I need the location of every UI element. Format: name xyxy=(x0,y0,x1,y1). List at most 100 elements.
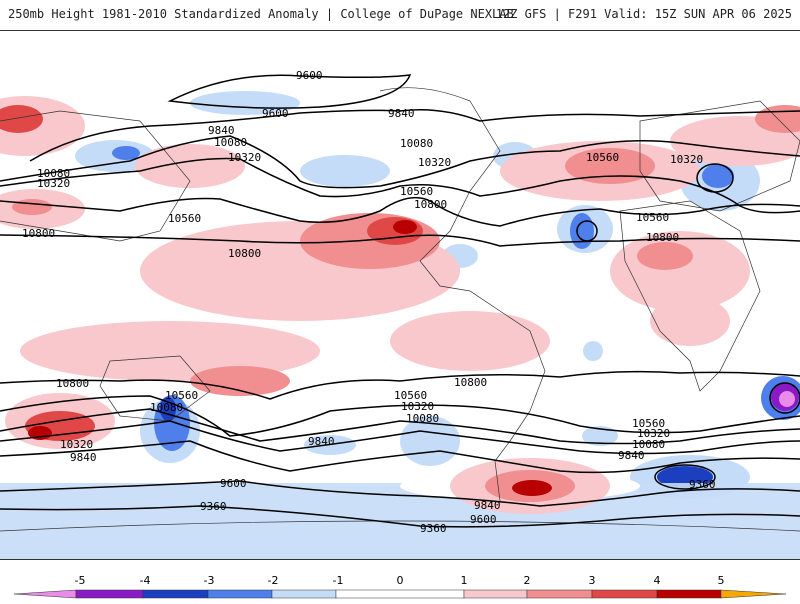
anomaly-map: 9600 9600 9840 9840 10080 10080 10080 10… xyxy=(0,30,800,560)
contour-label: 9840 xyxy=(70,451,97,464)
contour-10080-north xyxy=(0,135,800,189)
header: 250mb Height 1981-2010 Standardized Anom… xyxy=(0,0,800,28)
contour-closed-low xyxy=(769,382,800,414)
anomaly-area xyxy=(112,146,140,160)
colorbar-tick: 4 xyxy=(654,574,661,587)
contour-10320-north xyxy=(0,157,800,214)
positive-anomalies xyxy=(0,96,800,514)
map-svg: 9600 9600 9840 9840 10080 10080 10080 10… xyxy=(0,31,800,559)
contour-closed-low xyxy=(576,220,598,242)
contour-label: 9600 xyxy=(470,513,497,526)
colorbar-segment xyxy=(271,589,337,599)
anomaly-area xyxy=(512,480,552,496)
americas-coastline xyxy=(379,87,546,502)
contour-label: 10800 xyxy=(228,247,261,260)
anomaly-area xyxy=(0,105,43,133)
contour-label: 10320 xyxy=(60,438,93,451)
eurasia-coastline xyxy=(639,100,800,212)
contour-9840-south xyxy=(0,440,800,474)
contour-label: 10800 xyxy=(646,231,679,244)
contour-label: 9360 xyxy=(200,500,227,513)
contour-labels: 9600 9600 9840 9840 10080 10080 10080 10… xyxy=(22,69,716,535)
contour-label: 9840 xyxy=(474,499,501,512)
africa-coastline xyxy=(619,200,761,392)
colorbar-tick: 5 xyxy=(718,574,725,587)
anomaly-area xyxy=(582,426,618,446)
contour-label: 10080 xyxy=(150,401,183,414)
anomaly-area xyxy=(300,213,440,269)
colorbar-segment xyxy=(591,589,658,599)
colorbar-segment xyxy=(526,589,593,599)
contour-9600-south xyxy=(0,480,800,507)
contour-9360-low xyxy=(654,464,716,490)
contour-label: 10320 xyxy=(637,427,670,440)
contour-label: 10560 xyxy=(168,212,201,225)
contour-label: 10320 xyxy=(37,177,70,190)
contour-label: 9840 xyxy=(208,124,235,137)
anomaly-area xyxy=(779,391,795,407)
contour-label: 10320 xyxy=(401,400,434,413)
contour-label: 9840 xyxy=(618,449,645,462)
contour-10320-south xyxy=(0,408,800,445)
colorbar-tick: -3 xyxy=(204,574,215,587)
colorbar-segment xyxy=(13,589,77,599)
contour-label: 10320 xyxy=(670,153,703,166)
contour-label: 10800 xyxy=(22,227,55,240)
contour-10080-south xyxy=(0,420,800,455)
colorbar-tick: 2 xyxy=(524,574,531,587)
contour-label: 10560 xyxy=(394,389,427,402)
colorbar: -5 -4 -3 -2 -1 0 1 2 3 4 5 xyxy=(0,570,800,600)
contour-label: 10080 xyxy=(400,137,433,150)
contour-9840-north xyxy=(29,109,800,162)
contour-label: 10080 xyxy=(406,412,439,425)
colorbar-tick: -5 xyxy=(75,574,86,587)
contour-label: 10560 xyxy=(586,151,619,164)
anomaly-area xyxy=(702,164,734,188)
contour-label: 9840 xyxy=(308,435,335,448)
anomaly-area xyxy=(190,91,300,115)
contour-label: 10560 xyxy=(400,185,433,198)
contour-label: 9600 xyxy=(296,69,323,82)
colorbar-tick: 3 xyxy=(589,574,596,587)
anomaly-area xyxy=(390,311,550,371)
contour-label: 10800 xyxy=(454,376,487,389)
antarctica-coastline xyxy=(0,520,800,532)
colorbar-segment xyxy=(75,589,144,599)
anomaly-area xyxy=(12,199,52,215)
anomaly-area xyxy=(20,321,320,381)
colorbar-svg: -5 -4 -3 -2 -1 0 1 2 3 4 5 xyxy=(13,574,787,599)
colorbar-tick: -2 xyxy=(268,574,279,587)
contour-10800-north xyxy=(0,234,800,247)
contour-closed-low xyxy=(696,163,734,193)
colorbar-segment xyxy=(335,589,465,599)
contour-label: 10080 xyxy=(214,136,247,149)
anomaly-area xyxy=(135,144,245,188)
anomaly-area xyxy=(190,366,290,396)
valid-time: 12Z GFS | F291 Valid: 15Z SUN APR 06 202… xyxy=(495,7,792,21)
colorbar-segment xyxy=(720,589,787,599)
contour-9360-south xyxy=(0,505,800,528)
contour-10800-south xyxy=(0,370,800,400)
contour-label: 10560 xyxy=(632,417,665,430)
contour-10560-south xyxy=(0,395,800,437)
colorbar-segment xyxy=(207,589,273,599)
anomaly-area xyxy=(637,242,693,270)
anomaly-area xyxy=(300,155,390,187)
contour-label: 10560 xyxy=(165,389,198,402)
contour-label: 9360 xyxy=(420,522,447,535)
anomaly-area xyxy=(583,341,603,361)
contour-label: 10080 xyxy=(632,438,665,451)
anomaly-area xyxy=(565,148,655,184)
contour-label: 9360 xyxy=(689,478,716,491)
anomaly-area xyxy=(650,296,730,346)
contour-label: 10560 xyxy=(636,211,669,224)
colorbar-tick: -4 xyxy=(140,574,151,587)
contour-label: 10080 xyxy=(37,167,70,180)
height-contours xyxy=(0,74,800,528)
anomaly-area xyxy=(393,220,417,234)
contour-label: 10800 xyxy=(414,198,447,211)
colorbar-segment xyxy=(142,589,209,599)
contour-label: 9600 xyxy=(262,107,289,120)
asia-coastline xyxy=(0,110,191,242)
colorbar-tick: -1 xyxy=(333,574,344,587)
